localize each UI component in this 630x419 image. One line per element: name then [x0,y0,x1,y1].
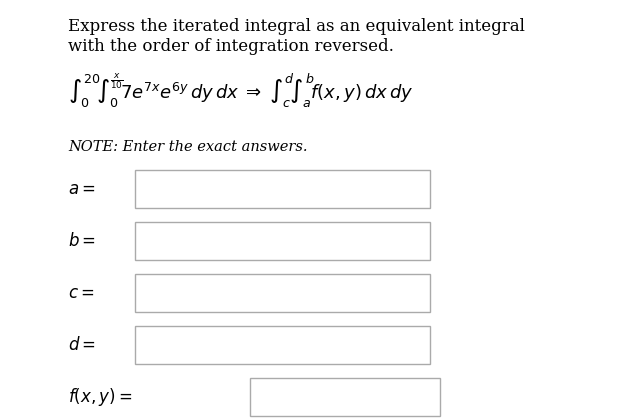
FancyBboxPatch shape [250,378,440,416]
Text: $b =$: $b =$ [68,232,96,250]
Text: $d =$: $d =$ [68,336,96,354]
Text: Express the iterated integral as an equivalent integral: Express the iterated integral as an equi… [68,18,525,35]
FancyBboxPatch shape [135,222,430,260]
FancyBboxPatch shape [135,274,430,312]
Text: NOTE: Enter the exact answers.: NOTE: Enter the exact answers. [68,140,307,154]
Text: $c =$: $c =$ [68,285,94,302]
FancyBboxPatch shape [135,170,430,208]
Text: with the order of integration reversed.: with the order of integration reversed. [68,38,394,55]
FancyBboxPatch shape [135,326,430,364]
Text: $a =$: $a =$ [68,181,96,197]
Text: $\int_{0}^{20}\!\int_{0}^{\!\frac{x}{10}}\! 7e^{7x}e^{6y}\,dy\,dx$$\;\Rightarrow: $\int_{0}^{20}\!\int_{0}^{\!\frac{x}{10}… [68,72,413,111]
Text: $f(x,y) =$: $f(x,y) =$ [68,386,132,408]
